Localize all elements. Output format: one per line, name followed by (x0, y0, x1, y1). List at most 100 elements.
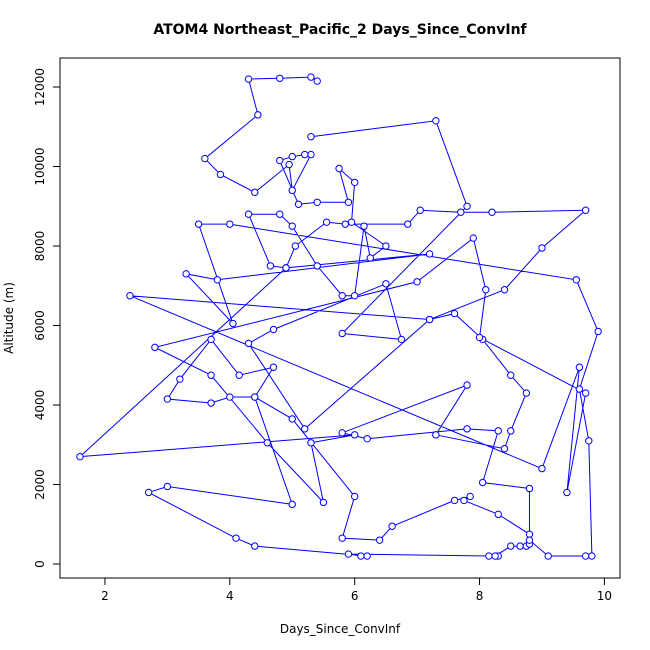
data-point (516, 542, 524, 550)
data-point (538, 244, 546, 252)
data-point (266, 262, 275, 270)
data-point (491, 552, 499, 560)
data-point (276, 210, 284, 218)
x-tick-label: 2 (101, 589, 109, 603)
data-point (244, 75, 253, 83)
data-point (229, 319, 237, 328)
data-point (463, 202, 471, 210)
data-point (382, 280, 390, 288)
x-tick-label: 6 (351, 589, 359, 603)
data-point (182, 270, 190, 278)
data-point (322, 218, 331, 226)
data-point (335, 164, 343, 173)
data-point (388, 522, 396, 530)
data-point (363, 552, 371, 560)
data-point (341, 220, 350, 228)
data-point (475, 333, 484, 342)
y-tick-label: 8000 (33, 231, 47, 262)
data-point (350, 431, 359, 439)
data-point (235, 371, 243, 379)
data-point (251, 542, 259, 550)
data-point (544, 552, 552, 560)
data-point (207, 335, 215, 344)
data-point (360, 222, 368, 230)
data-point (307, 439, 315, 447)
data-point (226, 220, 234, 228)
data-point (575, 363, 584, 371)
data-point (319, 498, 328, 507)
y-axis-label: Altitude (m) (2, 282, 16, 354)
data-point (494, 427, 502, 435)
data-point (201, 154, 209, 163)
data-point (285, 160, 293, 169)
data-point (288, 500, 296, 509)
data-point (350, 492, 359, 501)
data-point (425, 250, 434, 258)
data-point (344, 198, 353, 206)
data-point (425, 315, 434, 324)
data-point (269, 363, 278, 371)
data-point (375, 536, 384, 544)
y-tick-label: 4000 (33, 390, 47, 421)
y-tick-label: 12000 (33, 68, 47, 106)
data-point (216, 170, 225, 179)
data-point (151, 343, 159, 352)
data-point (466, 492, 474, 501)
data-point (313, 77, 321, 85)
data-point (404, 220, 412, 228)
data-point (482, 286, 490, 294)
data-point (307, 150, 315, 159)
y-tick-label: 10000 (33, 147, 47, 185)
data-point (581, 206, 590, 214)
x-tick-label: 10 (597, 589, 612, 603)
data-point (581, 552, 590, 560)
data-point (301, 150, 309, 159)
data-point (176, 375, 184, 383)
data-point (500, 286, 509, 294)
data-point (76, 452, 84, 461)
data-point (450, 496, 459, 505)
data-point (294, 200, 303, 208)
data-point (357, 552, 365, 560)
data-point (432, 117, 440, 125)
data-point (126, 292, 134, 300)
data-point (594, 327, 602, 336)
plot-frame (59, 57, 621, 579)
x-axis-label: Days_Since_ConvInf (280, 622, 401, 636)
data-point (588, 552, 596, 560)
data-point (269, 325, 278, 334)
data-point (226, 393, 234, 401)
data-point (232, 534, 240, 542)
data-point (575, 385, 584, 393)
data-point (525, 536, 534, 544)
data-point (350, 292, 359, 300)
data-point (163, 395, 172, 403)
data-point (144, 488, 153, 497)
data-point (347, 218, 356, 226)
data-point (469, 234, 477, 242)
data-point (291, 242, 300, 250)
data-point (488, 208, 496, 216)
y-tick-label: 2000 (33, 469, 47, 500)
y-tick-label: 6000 (33, 310, 47, 341)
data-point (432, 431, 440, 439)
data-point (288, 186, 296, 195)
data-point (338, 292, 346, 300)
data-point (301, 425, 309, 433)
data-point (251, 188, 259, 197)
data-point (478, 478, 487, 487)
data-point (338, 429, 346, 437)
data-point (413, 278, 421, 286)
chart-title: ATOM4 Northeast_Pacific_2 Days_Since_Con… (153, 22, 527, 38)
data-point (313, 262, 321, 270)
data-point (313, 198, 321, 206)
data-point (263, 439, 271, 447)
data-point (522, 389, 531, 397)
data-point (485, 552, 493, 560)
y-tick-label: 0 (33, 560, 47, 568)
data-point (585, 437, 593, 445)
data-point (213, 276, 222, 284)
data-point (244, 339, 253, 348)
